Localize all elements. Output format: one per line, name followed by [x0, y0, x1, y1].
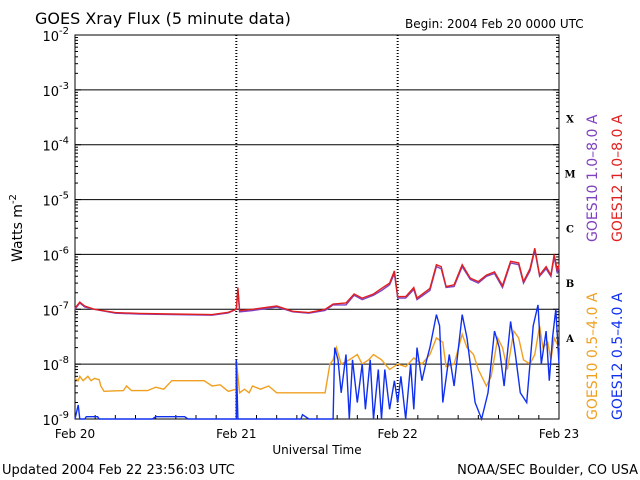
- y-tick-label: 10-7: [42, 300, 69, 319]
- flare-class-a: A: [565, 334, 574, 345]
- x-tick-label: Feb 23: [539, 427, 579, 441]
- y-tick-label: 10-2: [42, 26, 69, 45]
- series-line-3: [74, 325, 560, 395]
- flare-class-x: X: [566, 115, 574, 126]
- series-line-1: [74, 249, 560, 316]
- flare-class-c: C: [566, 224, 574, 235]
- y-tick-label: 10-6: [42, 245, 69, 264]
- series-line-2: [74, 248, 560, 316]
- plot-frame: [74, 34, 560, 420]
- y-axis-label-exp: -2: [8, 194, 19, 204]
- legend-long-wave: GOES10 1.0–8.0 A GOES12 1.0–8.0 A: [585, 114, 626, 242]
- series-layer: [74, 248, 560, 422]
- y-tick-label: 10-9: [42, 410, 69, 429]
- y-axis-label-text: Watts m: [10, 204, 26, 262]
- y-tick-label: 10-4: [42, 136, 69, 155]
- source-credit: NOAA/SEC Boulder, CO USA: [457, 463, 638, 478]
- legend-goes10-short: GOES10 0.5–4.0 A: [585, 292, 601, 420]
- series-line-4: [74, 304, 560, 422]
- legend-goes10-long: GOES10 1.0–8.0 A: [585, 114, 601, 242]
- begin-label: Begin: 2004 Feb 20 0000 UTC: [405, 17, 584, 31]
- updated-timestamp: Updated 2004 Feb 22 23:56:03 UTC: [2, 463, 235, 478]
- y-axis-ticks: 10-2 10-3 10-4 10-5 10-6 10-7 10-8 10-9: [42, 26, 559, 429]
- x-tick-label: Feb 20: [55, 427, 95, 441]
- grid-layer: [75, 35, 559, 419]
- x-axis-label: Universal Time: [272, 443, 361, 457]
- x-tick-label: Feb 21: [216, 427, 256, 441]
- y-tick-label: 10-5: [42, 191, 69, 210]
- flare-class-b: B: [566, 279, 574, 290]
- svg-text:Watts m-2: Watts m-2: [8, 194, 26, 262]
- y-tick-label: 10-8: [42, 355, 69, 374]
- flare-class-m: M: [564, 169, 575, 180]
- legend-goes12-short: GOES12 0.5–4.0 A: [610, 292, 626, 420]
- y-tick-label: 10-3: [42, 81, 69, 100]
- flare-class-labels: X M C B A: [564, 115, 575, 345]
- legend-short-wave: GOES10 0.5–4.0 A GOES12 0.5–4.0 A: [585, 292, 626, 420]
- y-axis-label: Watts m-2: [8, 194, 26, 262]
- x-axis-ticks: Feb 20 Feb 21 Feb 22 Feb 23: [55, 415, 579, 441]
- chart-title: GOES Xray Flux (5 minute data): [35, 9, 291, 28]
- x-tick-label: Feb 22: [377, 427, 417, 441]
- legend-goes12-long: GOES12 1.0–8.0 A: [610, 114, 626, 242]
